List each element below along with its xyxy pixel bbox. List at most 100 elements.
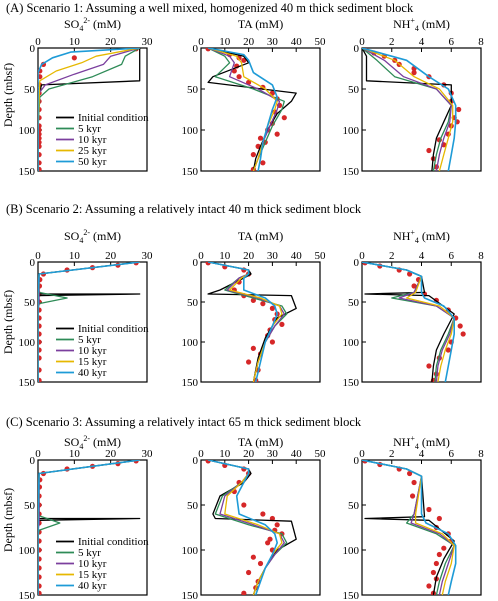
y-tick-label: 0 [354, 455, 360, 467]
y-tick-label: 50 [187, 500, 199, 512]
panel-title-unit: (mM) [419, 17, 450, 31]
data-point [38, 367, 42, 373]
data-point [250, 152, 256, 158]
y-tick-label: 0 [30, 455, 36, 467]
legend-label: 5 kyr [78, 547, 101, 559]
x-tick-label: 20 [105, 250, 117, 262]
series-line [362, 48, 452, 171]
series-line [38, 48, 140, 171]
data-point [38, 307, 42, 313]
data-point [411, 283, 417, 289]
series-line [207, 262, 283, 382]
data-point [411, 479, 417, 486]
y-tick-label: 100 [182, 337, 199, 349]
data-point [38, 339, 42, 345]
x-tick-label: 10 [219, 448, 231, 460]
x-tick-label: 40 [291, 36, 303, 48]
series-line [362, 460, 455, 595]
data-point [445, 347, 451, 353]
plot-area [38, 48, 141, 171]
data-point [269, 305, 275, 311]
panel-0-0: (A) Scenario 1: Assuming a well mixed, h… [6, 1, 414, 178]
data-point [269, 515, 275, 522]
y-tick-label: 50 [24, 84, 36, 96]
series-line [362, 48, 452, 171]
y-tick-label: 0 [193, 43, 199, 55]
panel-title: TA (mM) [238, 17, 283, 31]
data-point [38, 127, 42, 133]
x-tick-label: 2 [389, 448, 395, 460]
row-title: (C) Scenario 3: Assuming a relatively in… [6, 415, 362, 429]
x-tick-label: 6 [449, 250, 455, 262]
depth-axis-label-row-c: Depth (mbsf) [1, 488, 15, 552]
y-tick-label: 150 [182, 590, 199, 601]
x-tick-label: 0 [359, 36, 365, 48]
data-point [38, 547, 42, 553]
data-point [38, 160, 42, 166]
series-line [207, 48, 281, 171]
series-line [362, 460, 455, 595]
series-line [362, 262, 456, 382]
panel-title-unit: (mM) [90, 17, 121, 31]
data-point [38, 590, 42, 595]
y-tick-label: 150 [343, 166, 360, 178]
legend-label: Initial condition [78, 323, 149, 335]
panel-2-1: TA (mM) 0 10 20 30 40 50 0 50 100 150 [182, 435, 327, 601]
x-tick-label: 4 [419, 448, 425, 460]
data-point [38, 315, 42, 321]
legend-label: 15 kyr [78, 569, 107, 581]
y-tick-label: 100 [182, 545, 199, 557]
series-line [38, 48, 141, 171]
data-point [38, 152, 42, 158]
y-tick-label: 150 [182, 166, 199, 178]
x-tick-label: 0 [198, 250, 204, 262]
data-point [260, 301, 266, 307]
legend-label: 10 kyr [78, 345, 107, 357]
y-tick-label: 0 [193, 455, 199, 467]
panel-title-main: SO [64, 229, 80, 243]
panel-1-1: TA (mM) 0 10 20 30 40 50 0 50 100 150 [182, 229, 327, 389]
panel-title-sub: 4 [79, 24, 83, 33]
y-tick-label: 150 [19, 377, 36, 389]
panel-title-sub: 4 [79, 236, 83, 245]
panel-grid: (A) Scenario 1: Assuming a well mixed, h… [6, 1, 484, 601]
series-line [207, 460, 297, 595]
panel-title-unit: (mM) [90, 435, 121, 449]
panel-title-unit: (mM) [90, 229, 121, 243]
data-point [426, 363, 432, 369]
data-point [456, 106, 462, 113]
panel-title-unit: (mM) [252, 17, 283, 31]
plot-area [38, 460, 141, 595]
data-point [38, 574, 42, 580]
y-tick-label: 0 [354, 43, 360, 55]
series-line [207, 48, 278, 171]
x-tick-label: 0 [198, 36, 204, 48]
panel-title: NH+4 (mM) [393, 434, 450, 451]
data-point [38, 355, 42, 361]
plot-area [362, 460, 457, 595]
y-tick-label: 100 [343, 545, 360, 557]
panel-1-2: NH+4 (mM) 0 2 4 6 8 0 50 100 150 [343, 228, 485, 389]
depth-axis-label-row-a: Depth (mbsf) [1, 63, 15, 127]
x-tick-label: 40 [291, 448, 303, 460]
x-tick-label: 10 [219, 36, 231, 48]
panel-title: TA (mM) [238, 435, 283, 449]
y-tick-label: 50 [187, 297, 199, 309]
x-tick-label: 4 [419, 36, 425, 48]
data-point [260, 160, 266, 166]
x-tick-label: 0 [35, 448, 41, 460]
panel-0-1: TA (mM) 0 10 20 30 40 50 0 50 100 150 [182, 17, 327, 178]
data-point [407, 470, 413, 477]
panel-title: NH+4 (mM) [393, 16, 450, 33]
plot-frame [200, 47, 321, 172]
y-tick-label: 50 [24, 297, 36, 309]
data-point [241, 502, 247, 508]
series-line [362, 48, 457, 171]
data-point [38, 377, 42, 382]
y-tick-label: 150 [19, 166, 36, 178]
plot-area [362, 48, 462, 171]
panel-title: SO42- (mM) [64, 434, 121, 451]
x-tick-label: 20 [243, 448, 255, 460]
x-tick-label: 40 [291, 250, 303, 262]
